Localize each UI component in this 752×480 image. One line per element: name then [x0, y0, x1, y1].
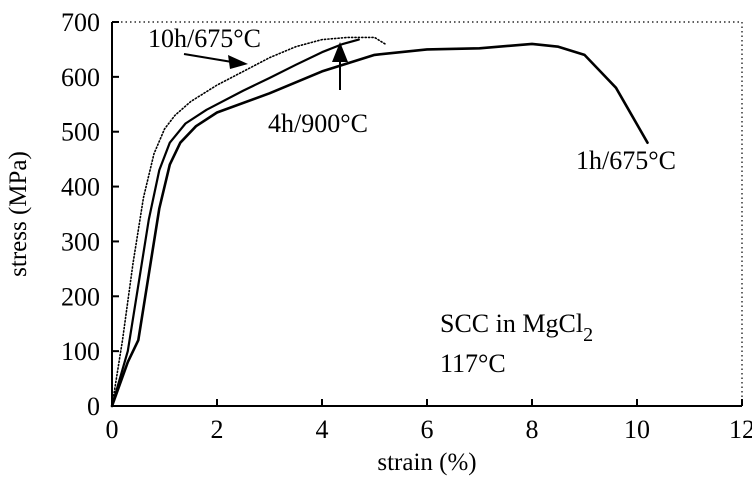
condition-label: SCC in MgCl2	[440, 309, 593, 346]
x-tick-label: 8	[526, 415, 539, 444]
x-ticks: 0 2 4 6 8 10 12	[106, 399, 752, 444]
x-tick-label: 2	[211, 415, 224, 444]
series-line-1	[111, 36, 386, 407]
x-tick-label: 0	[106, 415, 119, 444]
y-ticks: 0 100 200 300 400 500 600 700	[61, 8, 119, 421]
y-tick-label: 0	[87, 392, 100, 421]
y-tick-label: 700	[61, 8, 100, 37]
arrow-10h-icon	[183, 53, 248, 69]
label-1h-675c: 1h/675°C	[576, 146, 676, 175]
y-tick-label: 600	[61, 63, 100, 92]
y-tick-label: 200	[61, 282, 100, 311]
label-10h-675c: 10h/675°C	[148, 24, 261, 53]
y-tick-label: 100	[61, 337, 100, 366]
y-tick-label: 300	[61, 227, 100, 256]
x-tick-label: 6	[421, 415, 434, 444]
series-layer	[110, 36, 649, 408]
condition-subscript: 2	[583, 324, 593, 346]
x-axis-label: strain (%)	[377, 449, 476, 476]
y-tick-label: 400	[61, 173, 100, 202]
x-tick-label: 10	[624, 415, 650, 444]
series-line-3	[110, 42, 649, 408]
arrow-4h-icon	[332, 42, 348, 90]
condition-text: SCC in MgCl	[440, 309, 583, 338]
label-4h-900c: 4h/900°C	[268, 109, 368, 138]
series-line-2	[110, 38, 360, 408]
y-tick-label: 500	[61, 118, 100, 147]
x-tick-label: 12	[729, 415, 752, 444]
temperature-label: 117°C	[440, 349, 506, 378]
y-axis-label: stress (MPa)	[5, 151, 32, 277]
x-tick-label: 4	[316, 415, 329, 444]
